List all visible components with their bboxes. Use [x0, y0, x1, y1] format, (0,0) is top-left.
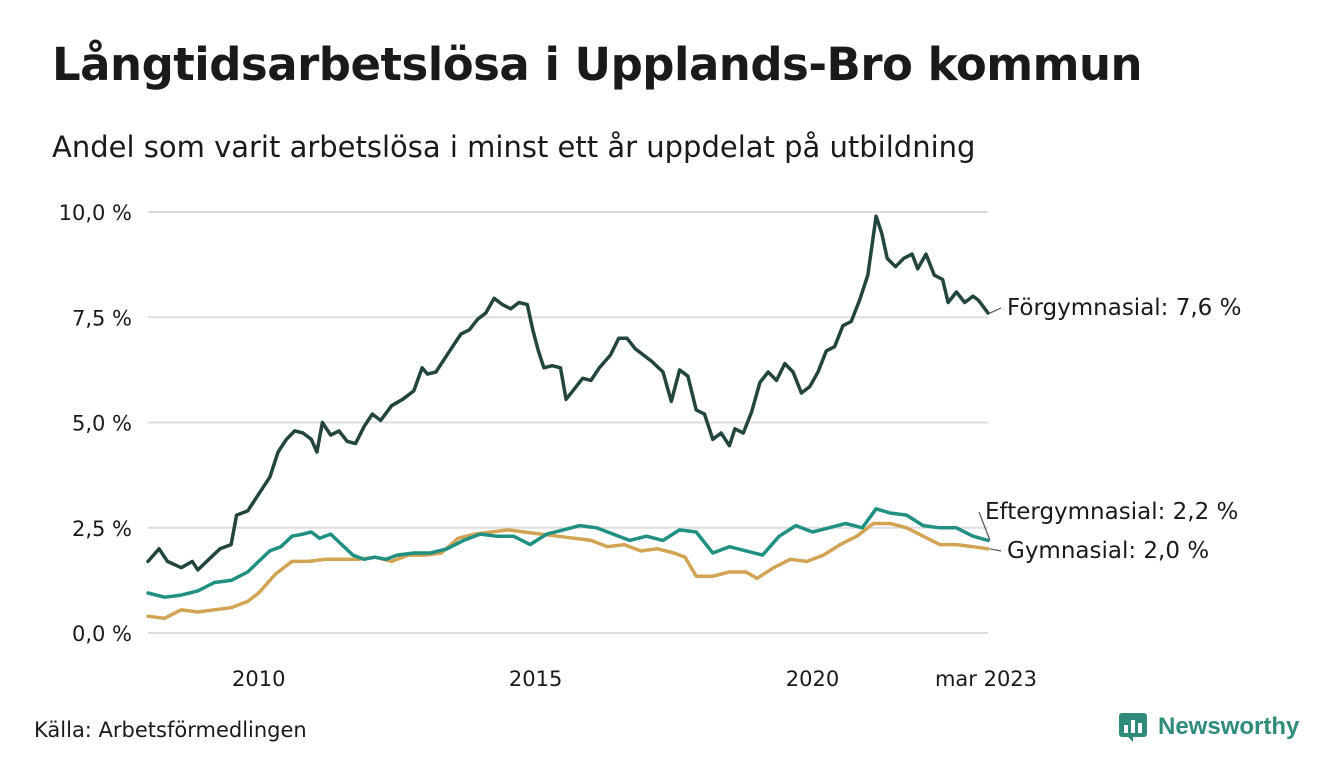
- series-line-gymnasial: [146, 521, 990, 621]
- y-tick-label: 7,5 %: [72, 306, 132, 330]
- grid-lines: [148, 211, 988, 634]
- x-tick-label: 2010: [232, 667, 285, 691]
- series-line-eftergymnasial: [146, 507, 990, 599]
- source-note: Källa: Arbetsförmedlingen: [34, 718, 307, 742]
- label-leader-line: [989, 548, 1002, 552]
- x-tick-label: mar 2023: [935, 667, 1037, 691]
- x-axis: 2010 2015 2020 mar 2023: [232, 667, 1037, 691]
- y-axis: 0,0 % 2,5 % 5,0 % 7,5 % 10,0 %: [59, 201, 132, 646]
- y-tick-label: 5,0 %: [72, 412, 132, 436]
- x-tick-label: 2020: [786, 667, 839, 691]
- label-leader-line: [978, 511, 991, 541]
- chart-title: Långtidsarbetslösa i Upplands-Bro kommun: [52, 38, 1143, 91]
- label-leader-line: [989, 307, 1002, 314]
- series-line-förgymnasial: [146, 214, 990, 572]
- newsworthy-logo-icon: [1119, 713, 1147, 742]
- end-label-gymnasial: Gymnasial: 2,0 %: [1007, 538, 1209, 564]
- series-group: [146, 214, 990, 621]
- brand-logo: Newsworthy: [1118, 712, 1299, 742]
- end-labels: Förgymnasial: 7,6 % Eftergymnasial: 2,2 %…: [978, 295, 1241, 564]
- end-label-förgymnasial: Förgymnasial: 7,6 %: [1007, 295, 1241, 321]
- y-tick-label: 10,0 %: [59, 201, 132, 225]
- y-tick-label: 2,5 %: [72, 517, 132, 541]
- brand-name: Newsworthy: [1158, 713, 1300, 740]
- chart-subtitle: Andel som varit arbetslösa i minst ett å…: [52, 130, 976, 164]
- end-label-eftergymnasial: Eftergymnasial: 2,2 %: [985, 499, 1238, 525]
- y-tick-label: 0,0 %: [72, 622, 132, 646]
- x-tick-label: 2015: [509, 667, 562, 691]
